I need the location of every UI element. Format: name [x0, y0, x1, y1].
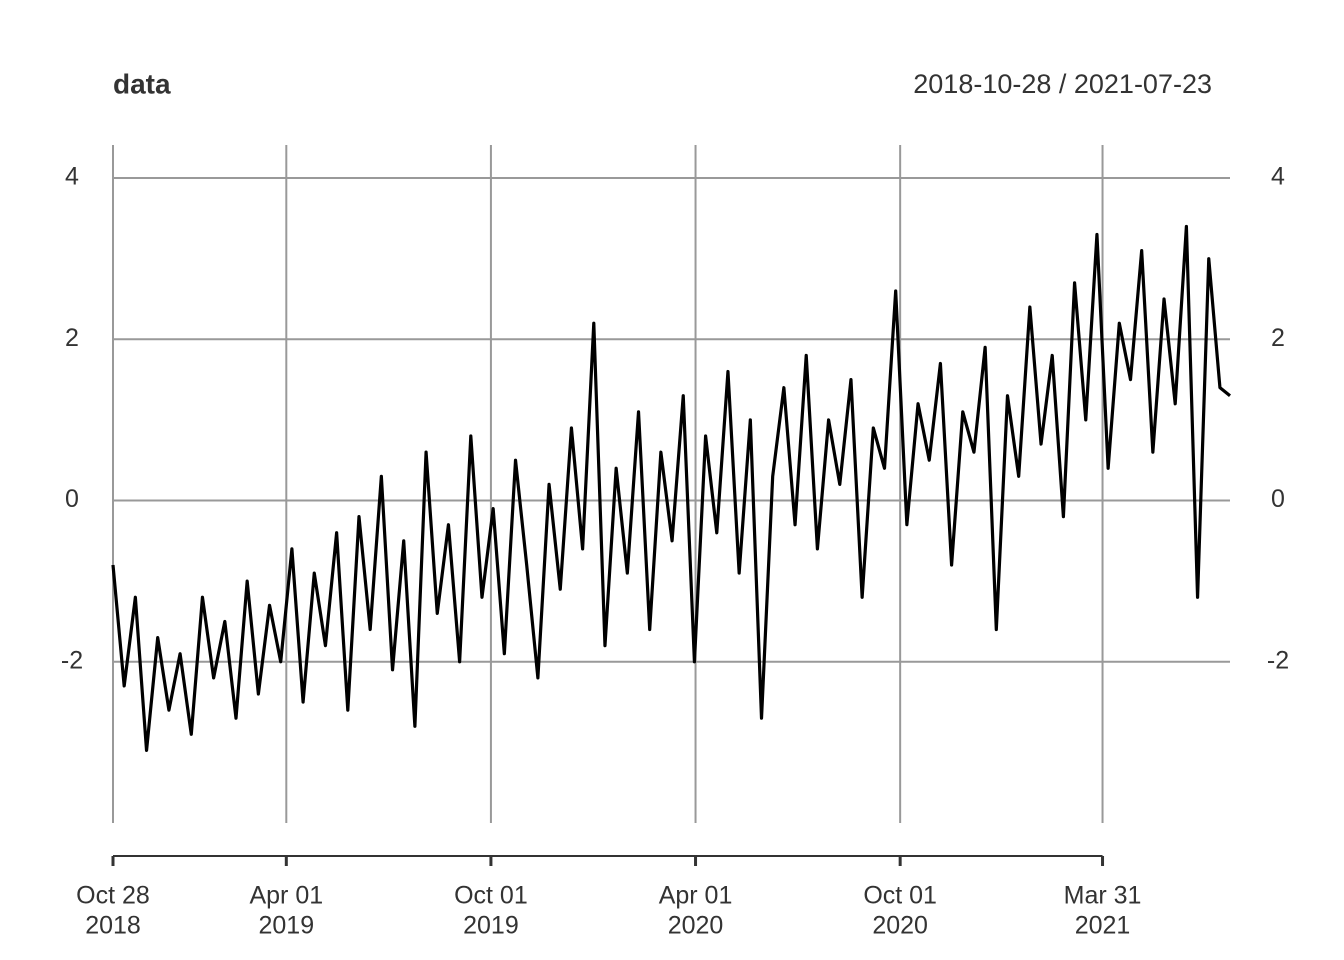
y-tick-label-right: -2 [1267, 646, 1289, 674]
y-tick-label-right: 2 [1271, 324, 1285, 352]
x-tick-label: Oct 01 [454, 882, 528, 910]
y-tick-label: 2 [65, 324, 79, 352]
chart-subtitle: 2018-10-28 / 2021-07-23 [913, 69, 1212, 99]
x-tick-label: Mar 31 [1064, 882, 1142, 910]
y-tick-label-right: 0 [1271, 485, 1285, 513]
y-tick-label: -2 [61, 646, 83, 674]
y-tick-label-right: 4 [1271, 163, 1285, 191]
x-tick-label: Apr 01 [249, 882, 323, 910]
y-tick-label: 4 [65, 163, 79, 191]
x-tick-label: 2020 [668, 912, 724, 940]
y-tick-label: 0 [65, 485, 79, 513]
x-tick-label: 2019 [463, 912, 519, 940]
x-tick-label: 2019 [258, 912, 314, 940]
x-tick-label: Apr 01 [659, 882, 733, 910]
data-line [111, 224, 1232, 753]
x-tick-label: Oct 01 [863, 882, 937, 910]
x-tick-label: 2021 [1075, 912, 1131, 940]
x-tick-label: 2020 [872, 912, 928, 940]
x-tick-label: 2018 [85, 912, 141, 940]
chart-title: data [113, 68, 171, 99]
x-tick-label: Oct 28 [76, 882, 150, 910]
